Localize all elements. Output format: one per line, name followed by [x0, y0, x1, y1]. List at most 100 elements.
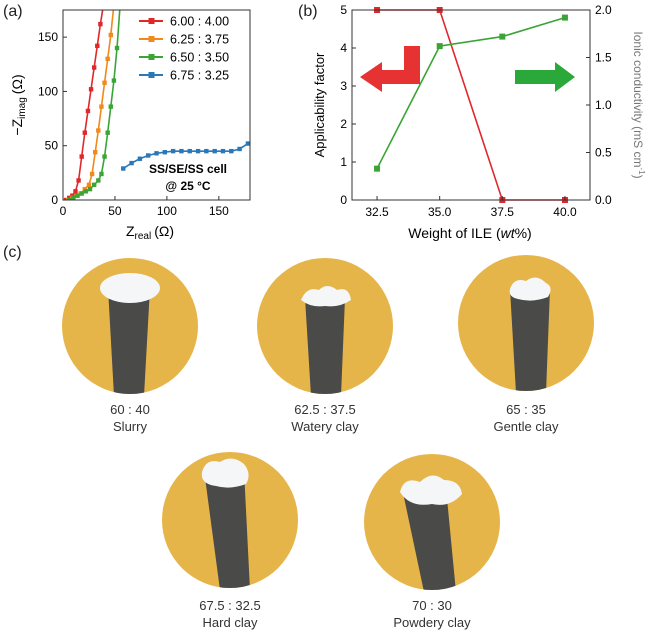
- y-tick-label: 100: [38, 84, 58, 98]
- data-point: [91, 182, 97, 187]
- data-point: [108, 32, 113, 38]
- sample-photo-67-5-32-5: [162, 452, 298, 588]
- sample-label: Powdery clay: [393, 615, 471, 630]
- y-tick-label-right: 2.0: [595, 3, 612, 17]
- legend-marker: [148, 72, 155, 78]
- chart-a-annotation-line2: @ 25 °C: [165, 179, 211, 193]
- sample-photo-60-40: [62, 258, 198, 394]
- data-point: [374, 165, 381, 172]
- panel-label-a: (a): [3, 3, 23, 20]
- sample-photo-70-30: [364, 454, 500, 590]
- sample-label: Hard clay: [202, 615, 258, 630]
- data-point: [86, 182, 92, 187]
- sample-label: Gentle clay: [493, 419, 559, 434]
- sample-caption-62-5-37-5: 62.5 : 37.5 Watery clay: [255, 401, 395, 435]
- chart-b-ylabel-left: Applicability factor: [312, 52, 327, 157]
- sample-label: Slurry: [113, 419, 147, 434]
- x-tick-label: 35.0: [428, 205, 452, 219]
- data-point: [93, 150, 98, 155]
- legend-marker: [148, 36, 155, 42]
- sample-caption-70-30: 70 : 30 Powdery clay: [362, 597, 502, 631]
- plot-frame-a: [62, 9, 251, 201]
- y-tick-label-right: 1.0: [595, 98, 612, 112]
- x-tick-label: 40.0: [553, 205, 577, 219]
- nyquist-chart: 0 50 100 150 0 50 100 150 6.00 : 4.00 6.25 : 3.7…: [9, 2, 251, 242]
- data-point: [96, 128, 101, 133]
- data-point: [220, 148, 226, 154]
- data-point: [170, 148, 176, 154]
- data-point: [98, 21, 103, 27]
- legend-label: 6.75 : 3.25: [170, 69, 229, 83]
- data-point: [82, 130, 88, 135]
- legend-marker: [148, 54, 155, 60]
- y-tick-label-left: 2: [340, 117, 347, 131]
- data-point: [237, 146, 242, 152]
- data-point: [245, 141, 250, 146]
- x-tick-label: 100: [157, 204, 177, 218]
- x-tick-label: 32.5: [365, 205, 389, 219]
- data-point: [118, 2, 122, 6]
- arrow-left-icon: [360, 46, 420, 92]
- y-tick-label-left: 1: [340, 155, 347, 169]
- data-point: [85, 108, 91, 114]
- data-point: [87, 186, 93, 192]
- data-point: [101, 2, 105, 6]
- y-tick-label-right: 0.0: [595, 193, 612, 207]
- panel-label-b: (b): [298, 3, 318, 20]
- chart-b-xlabel: Weight of ILE (wt%): [408, 225, 531, 241]
- data-point: [162, 150, 168, 155]
- sample-caption-67-5-32-5: 67.5 : 32.5 Hard clay: [160, 597, 300, 631]
- data-point: [187, 148, 192, 154]
- data-point: [102, 80, 107, 85]
- data-point: [561, 14, 568, 21]
- y-tick-label: 150: [38, 30, 58, 44]
- y-tick-label-left: 0: [340, 193, 347, 207]
- y-tick-label-right: 1.5: [595, 51, 612, 65]
- chart-a-ylabel: −Zimag(Ω): [9, 74, 28, 135]
- sample-ratio: 67.5 : 32.5: [199, 598, 261, 613]
- data-point: [129, 160, 134, 166]
- legend-marker: [148, 18, 155, 24]
- data-point: [105, 130, 110, 135]
- data-point: [121, 166, 126, 171]
- legend-label: 6.00 : 4.00: [170, 15, 229, 29]
- data-point: [204, 148, 209, 154]
- legend-label: 6.50 : 3.50: [170, 51, 229, 65]
- sample-caption-65-35: 65 : 35 Gentle clay: [456, 401, 596, 435]
- y-tick-label: 0: [51, 193, 58, 207]
- arrow-right-icon: [515, 62, 575, 92]
- series-line-3: [122, 142, 249, 170]
- chart-a-xlabel: Zreal (Ω): [126, 223, 174, 242]
- data-point: [99, 171, 104, 177]
- series-line-1: [67, 10, 115, 200]
- applicability-conductivity-chart: 32.5 35.0 37.5 40.0 0 1 2 3 4 5 0.0 0.5 1.0 1.5 2.0 We…: [312, 3, 645, 241]
- series-line-1: [376, 16, 566, 170]
- panel-label-c: (c): [3, 244, 22, 261]
- data-point: [111, 78, 117, 83]
- x-tick-label: 0: [60, 204, 67, 218]
- data-point: [96, 178, 101, 183]
- sample-caption-60-40: 60 : 40 Slurry: [60, 401, 200, 435]
- data-point: [89, 171, 95, 177]
- x-tick-label: 50: [108, 204, 122, 218]
- y-tick-label: 50: [45, 139, 59, 153]
- data-point: [195, 148, 201, 154]
- data-point: [76, 178, 81, 183]
- y-tick-label-left: 3: [340, 79, 347, 93]
- sample-photo-62-5-37-5: [257, 258, 393, 394]
- data-point: [79, 154, 84, 159]
- legend-label: 6.25 : 3.75: [170, 33, 229, 47]
- y-tick-label-left: 5: [340, 3, 347, 17]
- data-point: [99, 104, 104, 109]
- data-point: [212, 148, 217, 154]
- data-point: [229, 148, 234, 154]
- data-point: [71, 195, 76, 200]
- data-point: [95, 43, 100, 49]
- data-point: [91, 65, 97, 70]
- series-line-0: [65, 10, 104, 200]
- data-point: [114, 45, 120, 51]
- sample-ratio: 65 : 35: [506, 402, 546, 417]
- data-point: [436, 43, 443, 50]
- data-point: [137, 156, 143, 161]
- x-tick-label: 37.5: [491, 205, 515, 219]
